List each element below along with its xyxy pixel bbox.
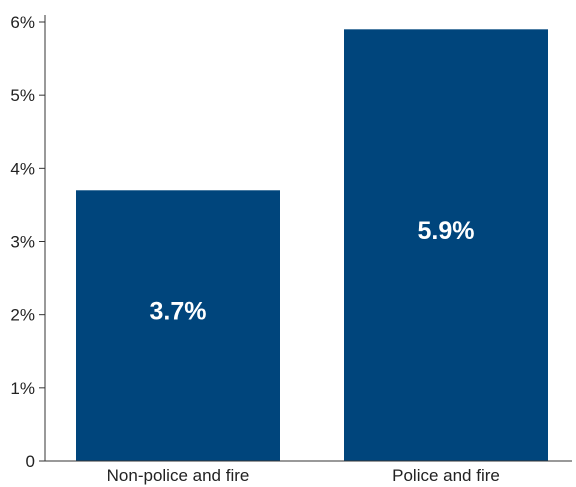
bar-data-label: 5.9% bbox=[418, 217, 475, 245]
x-axis: Non-police and fire Police and fire bbox=[45, 461, 572, 485]
bars-group: 3.7% 5.9% bbox=[76, 29, 548, 461]
bar-data-label: 3.7% bbox=[150, 298, 207, 326]
y-tick-label: 1% bbox=[10, 379, 35, 398]
y-tick-label: 4% bbox=[10, 159, 35, 178]
y-tick-label: 3% bbox=[10, 233, 35, 252]
x-category-label: Non-police and fire bbox=[107, 466, 250, 485]
y-tick-label: 0 bbox=[26, 452, 35, 471]
x-category-label: Police and fire bbox=[392, 466, 500, 485]
y-tick-label: 5% bbox=[10, 86, 35, 105]
y-tick-label: 6% bbox=[10, 13, 35, 32]
y-axis: 0 1% 2% 3% 4% 5% 6% bbox=[10, 13, 45, 471]
y-tick-label: 2% bbox=[10, 306, 35, 325]
